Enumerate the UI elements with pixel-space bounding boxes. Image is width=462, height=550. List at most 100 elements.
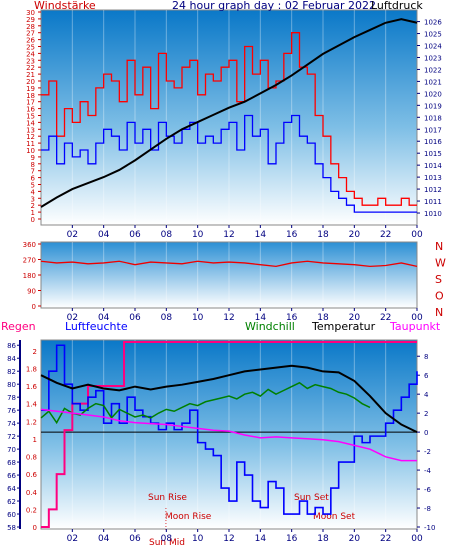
panel2-x-tick-label: 20 [349, 313, 361, 323]
header-luftdruck-label: Luftdruck [371, 0, 423, 12]
panel3-temp-tick-label: 4 [424, 391, 429, 399]
panel1-right-tick-label: 1025 [424, 31, 442, 39]
panel2-x-tick-label: 12 [223, 313, 234, 323]
panel3-humidity-tick-label: 68 [7, 459, 16, 467]
panel3-rain-tick-label: 0.4 [26, 489, 38, 497]
panel1-background [40, 9, 418, 226]
panel1-x-tick-label: 00 [411, 230, 423, 240]
panel1-x-tick-label: 14 [255, 230, 267, 240]
panel1-left-tick-label: 26 [26, 37, 35, 45]
moon-set-label: Moon Set [313, 512, 356, 522]
panel1-left-tick-label: 29 [26, 16, 35, 24]
panel3-humidity-tick-label: 66 [7, 472, 16, 480]
panel3-temp-tick-label: -2 [424, 448, 431, 456]
panel3-temp-tick-label: -4 [424, 467, 432, 475]
panel1-right-tick-label: 1020 [424, 90, 442, 98]
panel1-x-tick-label: 16 [286, 230, 298, 240]
panel1-left-tick-label: 5 [31, 182, 35, 190]
panel1-right-tick-label: 1011 [424, 198, 442, 206]
taupunkt-label: Taupunkt [389, 320, 441, 333]
panel3-x-tick-label: 20 [349, 534, 361, 544]
panel1-left-tick-label: 8 [31, 161, 35, 169]
moon-rise-label: Moon Rise [165, 512, 212, 522]
panel1-right-tick-label: 1015 [424, 150, 442, 158]
panel2-left-tick-label: 270 [23, 257, 36, 265]
panel1-left-tick-label: 30 [26, 9, 35, 17]
panel3-temp-tick-label: 2 [424, 410, 428, 418]
panel3-rain-tick-label: 1.6 [26, 383, 38, 391]
panel1-left-tick-label: 9 [31, 154, 35, 162]
panel3-x-tick-label: 12 [223, 534, 234, 544]
panel3-temp-tick-label: 6 [424, 372, 429, 380]
panel1-left-tick-label: 22 [26, 64, 35, 72]
panel3-x-tick-label: 18 [317, 534, 329, 544]
panel3-humidity-tick-label: 80 [7, 381, 16, 389]
panel3-rain-tick-label: 1.4 [26, 401, 38, 409]
panel2-left-tick-label: 360 [23, 241, 36, 249]
panel1-right-tick-label: 1022 [424, 66, 442, 74]
panel3-rain-tick-label: 1.8 [26, 365, 37, 373]
panel1-x-tick-label: 18 [317, 230, 329, 240]
series-windchill [40, 381, 371, 425]
panel3-x-tick-label: 14 [255, 534, 267, 544]
header-title: 24 hour graph day : 02 Februar 2022 [172, 0, 376, 12]
panel2-left-tick-label: 0 [32, 303, 36, 311]
series-temperatur [40, 364, 418, 434]
series-windstärke [41, 32, 417, 206]
panel1-left-tick-label: 13 [26, 126, 35, 134]
panel1-x-tick-label: 02 [67, 230, 78, 240]
panel3-humidity-tick-label: 72 [7, 433, 16, 441]
panel1-x-tick-label: 06 [129, 230, 141, 240]
panel2-x-tick-label: 00 [411, 313, 423, 323]
panel1-left-tick-label: 16 [26, 106, 35, 114]
panel2-x-tick-label: 16 [286, 313, 298, 323]
panel3-humidity-tick-label: 70 [7, 446, 16, 454]
panel1-left-tick-label: 27 [26, 30, 35, 38]
panel3-rain-tick-label: 0.8 [26, 454, 37, 462]
sun-rise-label: Sun Rise [148, 493, 187, 503]
luftfeuchte-label: Luftfeuchte [65, 320, 128, 333]
panel1-right-tick-label: 1014 [424, 162, 442, 170]
panel1-x-tick-label: 10 [192, 230, 204, 240]
panel2-x-tick-label: 10 [192, 313, 204, 323]
panel2-left-tick-label: 90 [27, 288, 36, 296]
panel3-rain-tick-label: 1.2 [26, 418, 37, 426]
series-regen [41, 341, 417, 528]
series-luftdruck [40, 18, 418, 208]
panel1-left-tick-label: 25 [26, 44, 35, 52]
panel3-humidity-tick-label: 62 [7, 498, 16, 506]
series-taupunkt [40, 408, 417, 462]
panel2-left-tick-label: 180 [23, 272, 36, 280]
panel3-temp-tick-label: 8 [424, 353, 428, 361]
panel3-x-tick-label: 10 [192, 534, 204, 544]
panel3-temp-tick-label: 0 [424, 429, 428, 437]
panel1-x-tick-label: 20 [349, 230, 361, 240]
panel1-left-tick-label: 10 [26, 147, 35, 155]
panel3-humidity-tick-label: 82 [7, 368, 16, 376]
panel1-left-tick-label: 3 [31, 195, 35, 203]
panel1-left-tick-label: 20 [26, 78, 35, 86]
panel3-rain-tick-label: 1 [33, 436, 37, 444]
panel1-x-tick-label: 04 [98, 230, 110, 240]
panel2-x-tick-label: 06 [129, 313, 141, 323]
panel1-right-tick-label: 1019 [424, 102, 442, 110]
panel3-rain-tick-label: 0.6 [26, 471, 38, 479]
panel2-x-tick-label: 04 [98, 313, 110, 323]
panel1-left-tick-label: 15 [26, 113, 35, 121]
panel3-temp-tick-label: -8 [424, 505, 431, 513]
header-windstaerke-label: Windstärke [34, 0, 96, 12]
panel1-left-tick-label: 17 [26, 99, 35, 107]
panel3-x-tick-label: 04 [98, 534, 110, 544]
panel3-humidity-tick-label: 86 [7, 342, 16, 350]
panel3-background [40, 339, 418, 530]
panel1-left-tick-label: 11 [26, 140, 35, 148]
regen-label: Regen [1, 320, 36, 333]
panel3-humidity-tick-label: 78 [7, 394, 16, 402]
panel2-x-tick-label: 22 [380, 313, 391, 323]
panel1-right-tick-label: 1018 [424, 114, 442, 122]
panel3-humidity-tick-label: 58 [7, 524, 16, 532]
panel1-right-tick-label: 1023 [424, 54, 442, 62]
panel2-x-tick-label: 14 [255, 313, 267, 323]
